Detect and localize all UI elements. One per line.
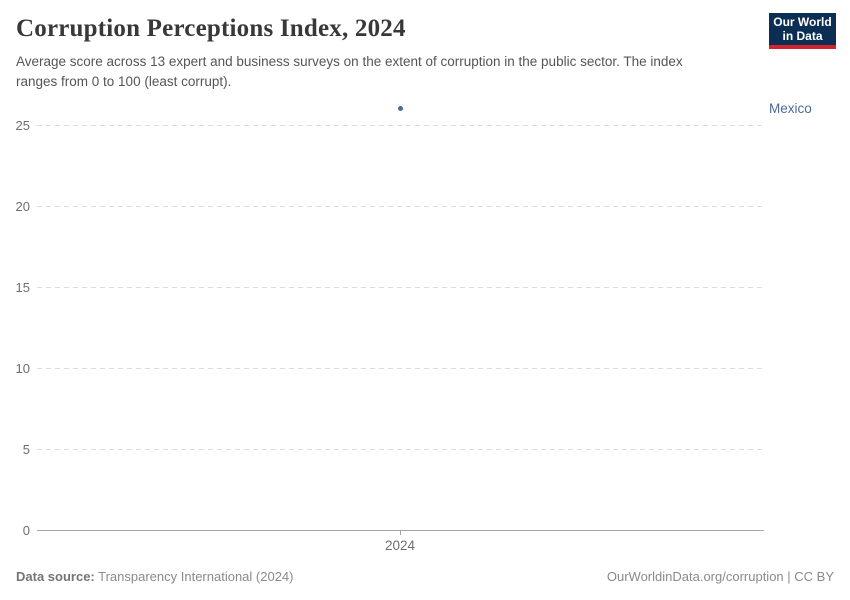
page-title: Corruption Perceptions Index, 2024 (16, 15, 406, 42)
gridline-25 (37, 125, 764, 126)
gridline-5 (37, 449, 764, 450)
owid-logo-line2: in Data (782, 29, 823, 43)
owid-logo-line1: Our World (773, 14, 832, 29)
chart-header: Corruption Perceptions Index, 2024 Avera… (16, 15, 834, 93)
data-point-mexico[interactable] (397, 106, 403, 112)
data-source-label: Data source: (16, 569, 95, 584)
x-tick-label-2024: 2024 (384, 538, 416, 553)
y-tick-label-15: 15 (15, 279, 30, 295)
y-tick-label-20: 20 (15, 198, 30, 214)
y-tick-label-0: 0 (22, 522, 30, 538)
x-tick-mark-2024 (400, 530, 401, 535)
data-source-note: Data source: Transparency International … (16, 569, 294, 584)
owid-logo[interactable]: Our World in Data (769, 13, 836, 49)
entity-label-mexico[interactable]: Mexico (769, 100, 812, 116)
y-tick-label-5: 5 (22, 441, 30, 457)
owid-url-license-link[interactable]: OurWorldinData.org/corruption | CC BY (606, 569, 834, 584)
data-source-value: Transparency International (2024) (98, 569, 294, 584)
gridline-10 (37, 368, 764, 369)
gridline-20 (37, 206, 764, 207)
y-tick-label-10: 10 (15, 360, 30, 376)
chart-footer: Data source: Transparency International … (16, 569, 834, 584)
chart-subtitle: Average score across 13 expert and busin… (16, 54, 683, 90)
y-tick-label-25: 25 (15, 117, 30, 133)
gridline-15 (37, 287, 764, 288)
